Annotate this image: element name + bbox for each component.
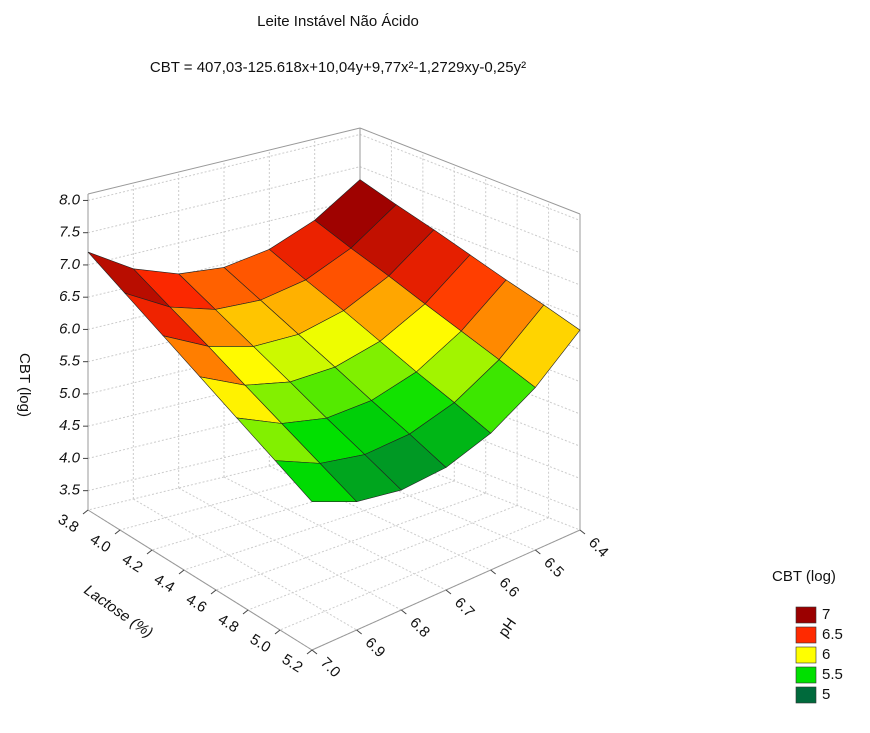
legend-label: 5: [822, 686, 830, 703]
y-tick: [445, 589, 452, 595]
chart-title: Leite Instável Não Ácido: [257, 13, 419, 30]
z-axis-title: CBT (log): [16, 353, 33, 417]
legend-swatch: [795, 666, 817, 684]
x-tick: [274, 629, 281, 635]
x-axis-title: Lactose (%): [81, 582, 156, 642]
z-tick-label: 3.5: [59, 482, 81, 499]
legend-swatch: [795, 606, 817, 624]
x-tick-label: 5.0: [247, 631, 274, 656]
x-tick: [242, 609, 249, 615]
y-tick: [356, 629, 362, 635]
y-tick-label: 6.4: [585, 534, 612, 561]
y-tick-label: 7.0: [317, 654, 344, 681]
legend-label: 7: [822, 606, 830, 623]
y-tick: [311, 649, 318, 655]
y-tick-label: 6.9: [362, 634, 389, 661]
x-tick-label: 5.2: [279, 651, 306, 676]
y-tick-label: 6.5: [540, 554, 567, 581]
x-tick: [306, 649, 313, 655]
x-tick-label: 4.6: [183, 591, 210, 616]
z-tick-label: 7.0: [59, 256, 81, 273]
z-tick-label: 8.0: [59, 191, 81, 208]
z-tick-label: 6.5: [59, 288, 81, 305]
z-tick-label: 5.0: [59, 385, 81, 402]
y-tick-label: 6.6: [496, 574, 523, 601]
x-tick-label: 4.8: [215, 611, 242, 636]
legend-swatch: [795, 686, 817, 704]
z-tick-label: 4.0: [59, 449, 81, 466]
grid-line: [151, 468, 424, 551]
x-tick: [114, 529, 121, 535]
x-tick-label: 4.0: [87, 531, 114, 556]
grid-line: [359, 230, 581, 318]
x-tick-label: 4.2: [119, 551, 146, 576]
legend-label: 5.5: [822, 666, 843, 683]
y-tick: [401, 609, 407, 615]
x-tick-label: 3.8: [55, 511, 82, 536]
y-tick-label: 6.7: [451, 594, 478, 621]
grid-line: [359, 198, 581, 286]
grid-line: [359, 133, 581, 221]
y-tick: [579, 529, 586, 535]
box-edge: [359, 127, 581, 215]
box-edge: [87, 509, 313, 651]
grid-line: [359, 391, 581, 479]
y-tick: [490, 569, 496, 575]
grid-line: [359, 443, 581, 531]
grid-line: [223, 476, 447, 591]
z-tick-label: 4.5: [59, 417, 81, 434]
legend-swatch: [795, 646, 817, 664]
x-tick: [178, 569, 185, 575]
grid-line: [359, 424, 581, 512]
z-tick-label: 6.0: [59, 320, 81, 337]
grid-line: [359, 327, 581, 415]
legend-label: 6: [822, 646, 830, 663]
y-tick: [535, 549, 541, 555]
x-tick: [210, 589, 217, 595]
legend-swatch: [795, 626, 817, 644]
x-tick: [82, 509, 89, 515]
box-edge: [87, 127, 361, 195]
legend-label: 6.5: [822, 626, 843, 643]
z-tick-label: 7.5: [59, 224, 81, 241]
surface-patch: [274, 460, 358, 502]
grid-line: [178, 487, 402, 611]
x-tick-label: 4.4: [151, 571, 178, 596]
y-tick-label: 6.8: [406, 614, 433, 641]
grid-line: [133, 498, 357, 631]
legend-title: CBT (log): [772, 568, 836, 585]
grid-line: [359, 359, 581, 447]
x-tick: [146, 549, 153, 555]
grid-line: [119, 455, 392, 531]
grid-line: [359, 166, 581, 254]
y-axis-title: pH: [495, 615, 520, 640]
chart-subtitle: CBT = 407,03-125.618x+10,04y+9,77x²-1,27…: [150, 59, 526, 76]
z-tick-label: 5.5: [59, 353, 81, 370]
grid-line: [215, 492, 486, 591]
grid-line: [183, 480, 455, 571]
